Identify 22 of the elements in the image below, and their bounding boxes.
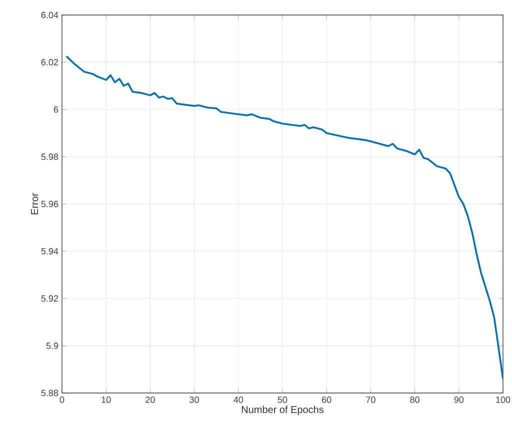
x-tick-label: 100 — [496, 396, 510, 403]
x-tick-label: 0 — [60, 396, 64, 403]
x-tick-label: 40 — [234, 396, 244, 403]
y-tick-label: 6 — [54, 106, 58, 113]
y-axis-title: Error — [31, 193, 38, 214]
y-tick-label: 5.94 — [41, 248, 58, 254]
x-tick-label: 50 — [278, 396, 288, 403]
y-tick-label: 5.9 — [46, 342, 58, 349]
y-tick-label: 6.04 — [41, 12, 58, 18]
x-axis-title: Number of Epochs — [242, 406, 324, 416]
x-tick-label: 30 — [190, 396, 199, 403]
y-tick-label: 5.96 — [41, 200, 58, 208]
x-tick-label: 10 — [102, 396, 111, 403]
x-tick-label: 20 — [146, 396, 155, 403]
x-tick-label: 90 — [454, 396, 464, 403]
y-tick-label: 5.98 — [41, 154, 58, 160]
y-tick-label: 6.02 — [41, 59, 58, 66]
x-tick-label: 70 — [366, 396, 376, 403]
x-tick-label: 60 — [322, 396, 332, 403]
y-tick-label: 5.88 — [41, 390, 58, 396]
x-tick-label: 80 — [410, 396, 420, 403]
y-tick-label: 5.92 — [41, 295, 58, 302]
